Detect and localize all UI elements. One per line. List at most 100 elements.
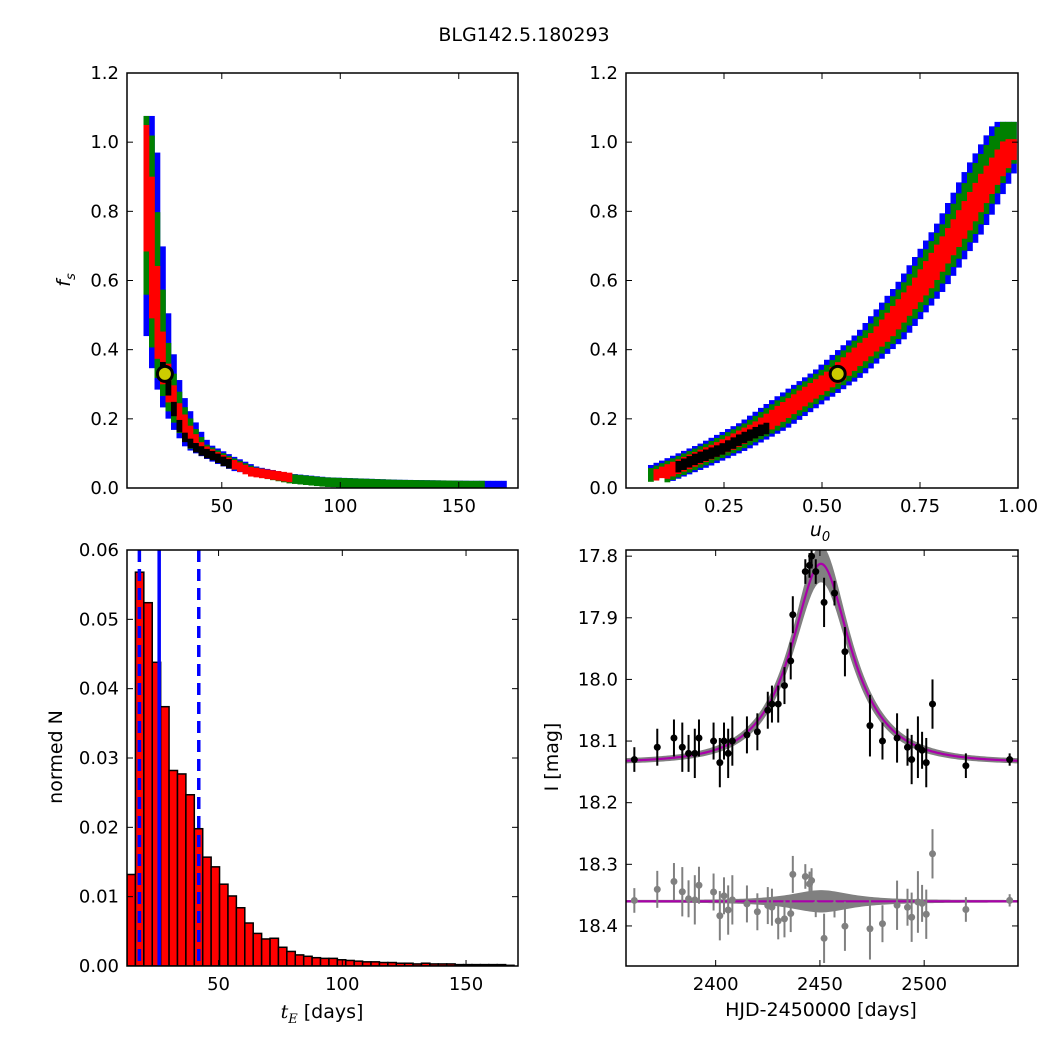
residual-point [768,903,776,911]
density-cell [648,468,654,482]
density-cell [653,469,660,481]
residual-point [918,899,926,907]
y-tick-label: 18.4 [578,916,618,937]
data-point [728,737,736,745]
histogram-bar [201,856,212,966]
residual-point [789,870,797,878]
density-cell [785,398,792,418]
y-tick-label: 0.2 [589,409,618,430]
light-curve-area [626,550,1018,963]
residual-point [780,915,788,923]
residual-point [922,910,930,918]
data-point [918,746,926,754]
density-cell [994,149,1001,185]
density-cell [978,173,984,213]
x-tick-label: 50 [207,974,230,995]
residual-point [929,850,937,858]
histogram-bars [127,550,515,966]
density-cell [719,443,726,455]
density-cell [165,380,172,396]
residual-point [831,901,839,909]
data-point [831,589,839,597]
density-cell [1011,139,1017,161]
histogram-bar [277,946,288,966]
data-point [903,743,911,751]
posterior-density [648,121,1017,483]
data-point [801,568,809,576]
histogram-bar [252,932,263,966]
residual-point [653,885,661,893]
data-point [841,648,849,656]
y-tick-label: 0.02 [79,817,119,838]
residual-point [903,903,911,911]
density-cell [369,478,375,488]
density-cell [336,477,342,488]
y-tick-label: 18.0 [578,669,618,690]
residual-point [893,901,901,909]
residual-point [962,905,970,913]
residual-point [630,896,638,904]
tE-histogram-panel: 50 100 150 0.00 0.01 0.02 0.03 0.04 0.05 0.06 [79,540,519,995]
density-cell [468,480,474,488]
histogram-bar [286,950,297,966]
data-point [789,611,797,619]
histogram-bar [294,954,305,966]
residual-point [812,901,820,909]
y-tick-label: 1.2 [589,63,618,84]
density-cell [725,440,731,452]
density-cell [275,471,282,481]
density-cell [473,480,480,488]
residual-point [685,895,693,903]
density-cell [330,477,337,488]
density-cell [182,432,188,443]
density-cell [741,431,748,444]
density-cell [391,479,397,488]
histogram-bar [210,866,221,966]
density-cell [868,333,874,357]
density-cell [363,478,370,488]
data-point [878,737,886,745]
density-cell [198,446,205,456]
density-cell [495,480,502,488]
density-cell [319,477,326,487]
histogram-bar [336,959,347,966]
residual-point [1006,896,1014,904]
density-cell [983,165,990,204]
y-tick-label: 0.0 [589,478,618,499]
y-tick-label: 0.06 [79,540,119,561]
density-cell [226,459,232,469]
density-cell [664,464,671,479]
y-tick-label: 0.8 [90,201,119,222]
data-point [929,700,937,708]
data-point [764,706,772,714]
residual-point [774,917,782,925]
residual-point [908,913,916,921]
plot-frame [625,72,1019,489]
histogram-bar [185,793,196,966]
histogram-bar [176,773,187,966]
density-cell [796,390,803,411]
data-point [768,700,776,708]
density-cell [193,442,199,453]
plot-frame [625,549,1019,967]
density-cell [692,453,698,466]
density-cell [303,475,309,485]
data-point [808,552,816,560]
density-cell [286,472,293,483]
density-cell [945,228,951,264]
density-cell [890,305,896,337]
density-cell [413,480,419,488]
histogram-bar [345,959,355,966]
light-curve-panel: 2400 2450 2500 17.8 17.9 18.0 18.1 18.2 18.3 18.4 [578,546,1019,995]
data-point [774,700,782,708]
density-cell [314,476,320,487]
data-point [866,722,874,730]
density-cell [358,478,364,488]
data-point [685,749,693,757]
density-cell [967,191,973,231]
density-cell [730,437,737,449]
density-cell [149,176,155,319]
x-tick-label: 100 [325,974,359,995]
histogram-bar [244,922,254,966]
